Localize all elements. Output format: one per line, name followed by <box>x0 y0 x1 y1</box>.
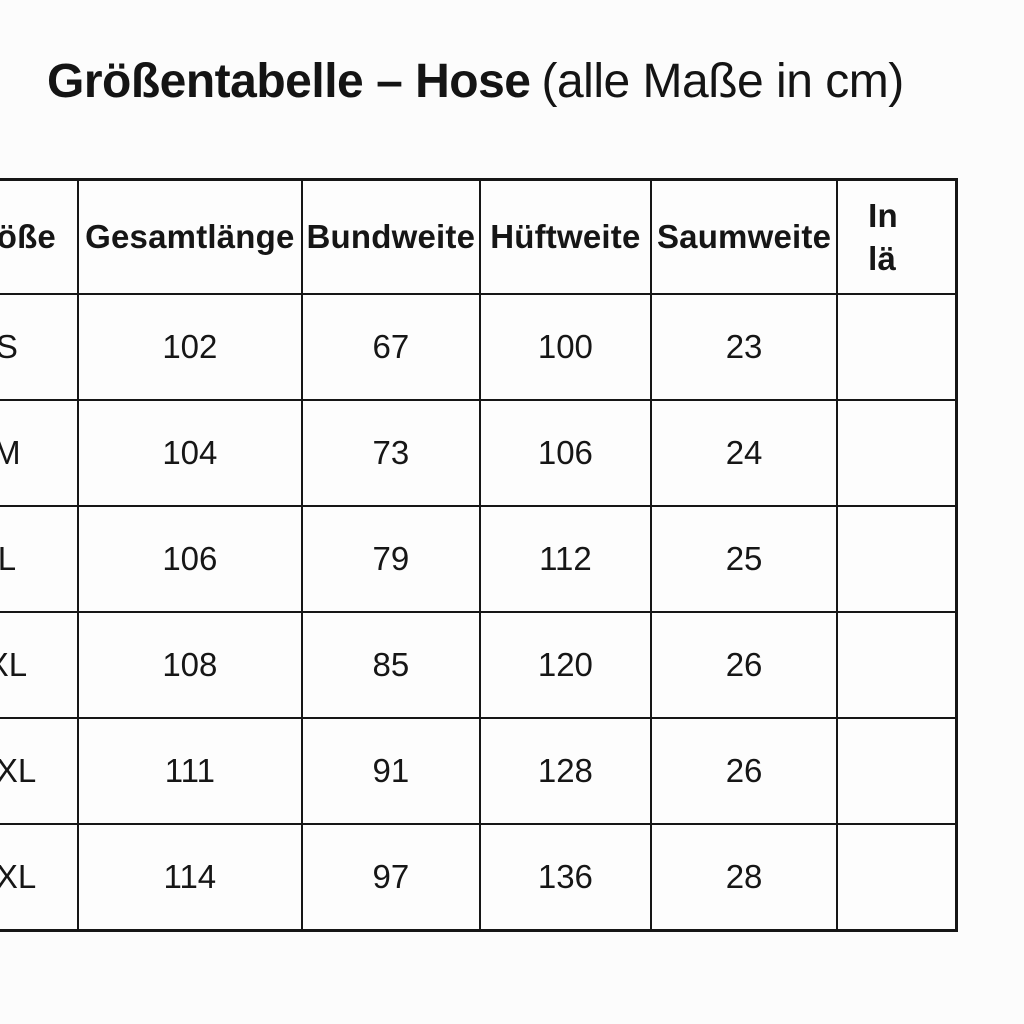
gesamtlaenge-cell: 102 <box>76 293 303 401</box>
page-title: Größentabelle – Hose (alle Maße in cm) <box>47 55 904 109</box>
table-row: M 104 73 106 24 <box>0 399 958 507</box>
size-cell: S <box>0 293 79 401</box>
table-row: 2XL 111 91 128 26 <box>0 717 958 825</box>
saumweite-cell: 25 <box>650 505 839 613</box>
size-table: Größe Gesamtlänge Bundweite Hüftweite Sa… <box>0 178 958 932</box>
hueftweite-cell: 136 <box>478 823 653 932</box>
bundweite-cell: 73 <box>300 399 481 507</box>
bundweite-cell: 67 <box>300 293 481 401</box>
clipped-cell <box>836 293 958 401</box>
gesamtlaenge-cell: 106 <box>76 505 303 613</box>
table-row: XL 108 85 120 26 <box>0 611 958 719</box>
bundweite-cell: 85 <box>300 611 481 719</box>
bundweite-cell: 91 <box>300 717 481 825</box>
col-header-bundweite: Bundweite <box>300 178 481 295</box>
hueftweite-cell: 100 <box>478 293 653 401</box>
table-row: 3XL 114 97 136 28 <box>0 823 958 932</box>
bundweite-cell: 79 <box>300 505 481 613</box>
clipped-header-line2: lä <box>868 240 896 277</box>
title-unit-note: (alle Maße in cm) <box>541 55 904 108</box>
gesamtlaenge-cell: 114 <box>76 823 303 932</box>
col-header-clipped: In lä <box>836 178 958 295</box>
saumweite-cell: 26 <box>650 717 839 825</box>
gesamtlaenge-cell: 104 <box>76 399 303 507</box>
size-cell: 2XL <box>0 717 79 825</box>
saumweite-cell: 23 <box>650 293 839 401</box>
clipped-cell <box>836 505 958 613</box>
saumweite-cell: 24 <box>650 399 839 507</box>
gesamtlaenge-cell: 108 <box>76 611 303 719</box>
clipped-cell <box>836 717 958 825</box>
header-row: Größe Gesamtlänge Bundweite Hüftweite Sa… <box>0 178 958 295</box>
saumweite-cell: 26 <box>650 611 839 719</box>
size-cell: 3XL <box>0 823 79 932</box>
size-cell: L <box>0 505 79 613</box>
hueftweite-cell: 128 <box>478 717 653 825</box>
hueftweite-cell: 120 <box>478 611 653 719</box>
table-row: S 102 67 100 23 <box>0 293 958 401</box>
hueftweite-cell: 112 <box>478 505 653 613</box>
hueftweite-cell: 106 <box>478 399 653 507</box>
saumweite-cell: 28 <box>650 823 839 932</box>
col-header-gesamtlaenge: Gesamtlänge <box>76 178 303 295</box>
title-main: Größentabelle – Hose <box>47 55 531 108</box>
clipped-cell <box>836 399 958 507</box>
col-header-hueftweite: Hüftweite <box>478 178 653 295</box>
clipped-cell <box>836 611 958 719</box>
gesamtlaenge-cell: 111 <box>76 717 303 825</box>
col-header-saumweite: Saumweite <box>650 178 839 295</box>
table-row: L 106 79 112 25 <box>0 505 958 613</box>
size-cell: M <box>0 399 79 507</box>
clipped-cell <box>836 823 958 932</box>
size-cell: XL <box>0 611 79 719</box>
clipped-header-line1: In <box>868 197 898 234</box>
bundweite-cell: 97 <box>300 823 481 932</box>
col-header-groesse: Größe <box>0 178 79 295</box>
